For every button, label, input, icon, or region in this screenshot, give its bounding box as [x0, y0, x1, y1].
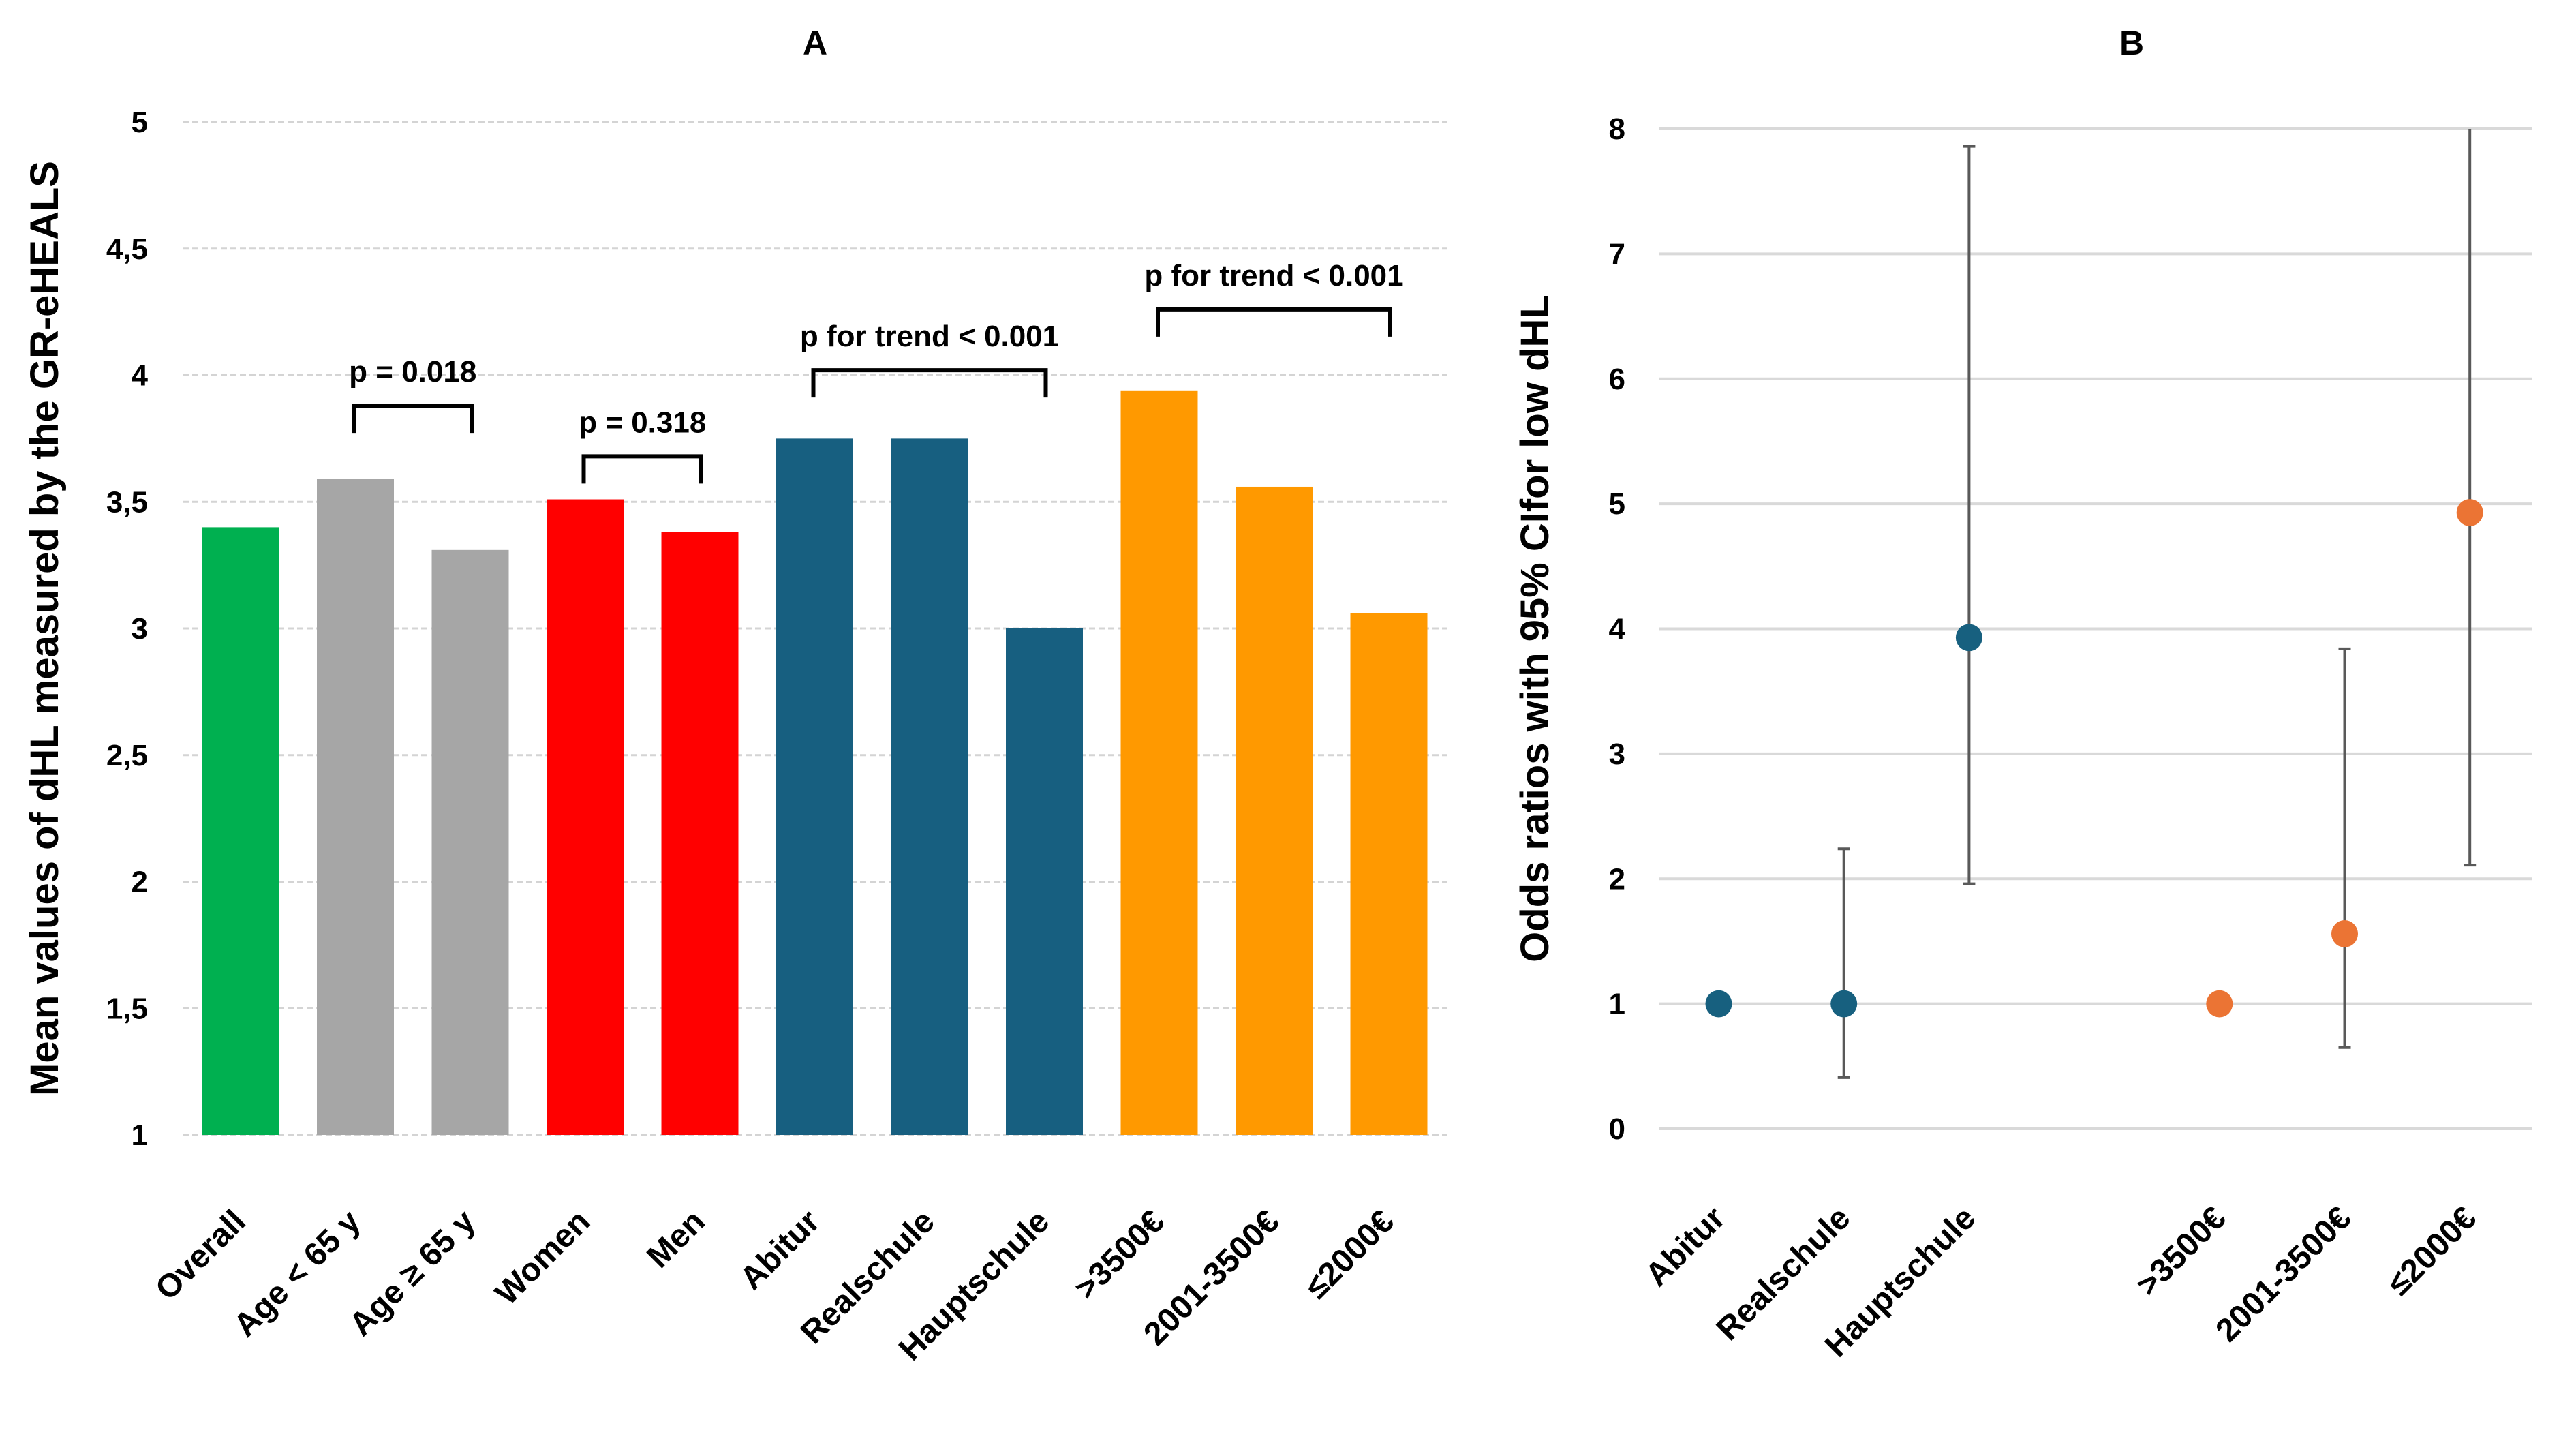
odds-ratio-point-income — [2206, 990, 2233, 1018]
x-tick-label: ≤2000€ — [2380, 1200, 2483, 1302]
bar-sex — [661, 532, 739, 1135]
panel-a-bar-chart: A Mean values of dHL measured by the GR-… — [22, 24, 1447, 1367]
y-tick-label: 2 — [132, 866, 148, 899]
bar-overall — [202, 527, 279, 1135]
y-tick-label: 2 — [1609, 862, 1625, 896]
y-tick-label: 2,5 — [106, 739, 148, 772]
y-tick-label: 1,5 — [106, 992, 148, 1025]
y-tick-label: 1 — [132, 1119, 148, 1152]
y-tick-label: 3,5 — [106, 485, 148, 519]
y-tick-label: 8 — [1609, 112, 1625, 146]
bar-income — [1350, 613, 1428, 1135]
odds-ratio-point-income — [2456, 499, 2483, 526]
significance-bracket — [811, 368, 1048, 398]
significance-bracket — [1156, 307, 1392, 337]
panel-a-bars — [202, 390, 1428, 1135]
bar-age — [317, 479, 394, 1135]
p-value-label: p = 0.318 — [579, 406, 706, 439]
significance-bracket — [581, 454, 703, 484]
odds-ratio-point-education — [1955, 624, 1982, 652]
panel-b-title: B — [2119, 24, 2144, 62]
x-tick-label: 2001-3500€ — [2209, 1200, 2359, 1349]
panel-b-y-axis-title: Odds ratios with 95% CIfor low dHL — [1513, 294, 1557, 962]
x-tick-label: Women — [489, 1203, 597, 1311]
y-tick-label: 3 — [132, 612, 148, 645]
bar-education — [1006, 628, 1083, 1135]
y-tick-label: 4 — [132, 359, 149, 393]
y-tick-label: 4,5 — [106, 232, 148, 266]
y-tick-label: 5 — [132, 106, 148, 139]
p-value-label: p for trend < 0.001 — [1144, 259, 1403, 292]
x-tick-label: ≤2000€ — [1298, 1203, 1400, 1305]
odds-ratio-point-income — [2331, 920, 2358, 947]
panel-b-odds-ratio-chart: B Odds ratios with 95% CIfor low dHL 0 1 2… — [1513, 24, 2532, 1364]
bar-sex — [547, 499, 624, 1135]
bar-education — [776, 438, 853, 1135]
significance-bracket — [352, 404, 474, 434]
p-value-label: p = 0.018 — [349, 355, 476, 389]
y-tick-label: 4 — [1609, 613, 1626, 646]
bar-income — [1120, 390, 1198, 1135]
odds-ratio-point-education — [1830, 990, 1858, 1018]
x-tick-label: Overall — [149, 1203, 253, 1307]
panel-b-points — [1705, 499, 2483, 1018]
bar-age — [431, 549, 509, 1135]
bar-education — [891, 438, 968, 1135]
x-tick-label: >3500€ — [1068, 1203, 1171, 1307]
odds-ratio-point-education — [1705, 990, 1732, 1018]
panel-a-title: A — [803, 24, 827, 62]
panel-a-annotations: p = 0.018 p = 0.318 p for trend < 0.001 p f… — [349, 259, 1404, 484]
x-tick-label: Age ≥ 65 y — [343, 1203, 482, 1343]
y-tick-label: 1 — [1609, 988, 1625, 1021]
y-tick-label: 7 — [1609, 237, 1625, 271]
y-tick-label: 6 — [1609, 363, 1625, 396]
panel-b-error-bars — [1837, 129, 2477, 1079]
x-tick-label: >3500€ — [2130, 1200, 2233, 1303]
y-tick-label: 0 — [1609, 1112, 1625, 1146]
x-tick-label: Men — [640, 1203, 711, 1275]
y-tick-label: 5 — [1609, 487, 1625, 521]
panel-a-y-axis-title: Mean values of dHL measured by the GR-eH… — [22, 161, 67, 1096]
p-value-label: p for trend < 0.001 — [800, 320, 1059, 353]
panel-a-y-ticks: 1 1,5 2 2,5 3 3,5 4 4,5 5 — [106, 106, 149, 1152]
x-tick-label: Abitur — [733, 1203, 827, 1296]
bar-income — [1236, 486, 1313, 1135]
panel-b-y-ticks: 0 1 2 3 4 5 6 7 8 — [1609, 112, 1626, 1146]
x-tick-label: Abitur — [1638, 1200, 1732, 1293]
panel-b-gridlines — [1659, 127, 2532, 1130]
y-tick-label: 3 — [1609, 738, 1625, 771]
